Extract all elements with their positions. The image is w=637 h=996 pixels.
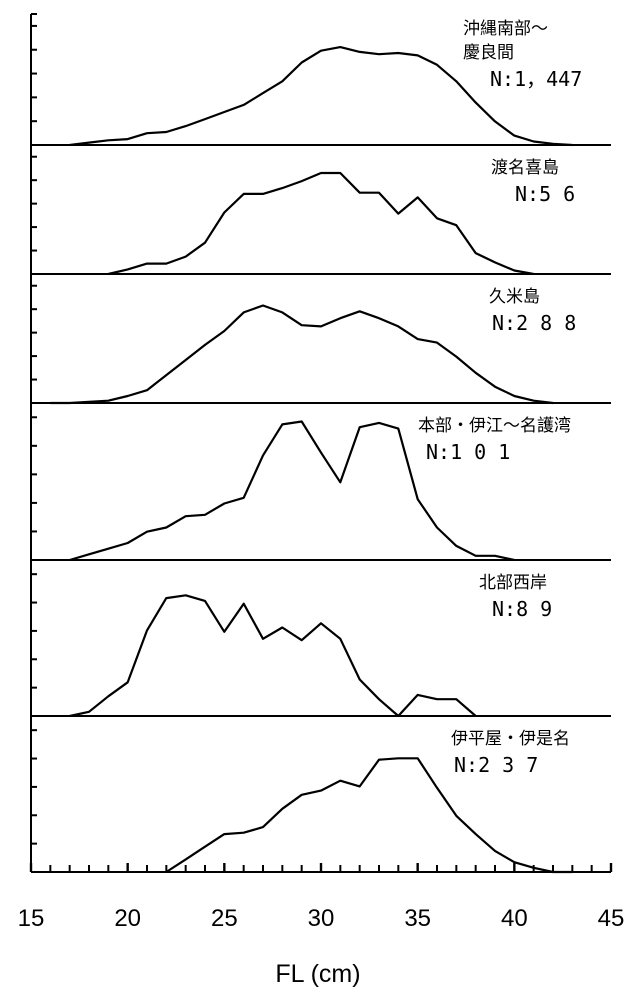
panel-label-3: 久米島 [489,287,540,307]
x-tick-label-30: 30 [308,905,335,932]
series-line-5 [69,594,477,718]
series-line-1 [69,45,573,147]
x-tick-label-35: 35 [404,905,431,932]
panel-label-1-line-2: 慶良間 [463,43,514,63]
series-line-4 [69,420,515,562]
x-tick-label-40: 40 [501,905,528,932]
count-label-2: N:5 6 [515,182,575,206]
count-label-6: N:2 3 7 [454,753,538,777]
x-tick-label-15: 15 [18,905,45,932]
count-label-4: N:1 0 1 [426,440,510,464]
x-tick-label-25: 25 [211,905,238,932]
count-label-5: N:8 9 [492,597,552,621]
panel-label-1-line-1: 沖縄南部～ [463,19,548,39]
panel-label-5: 北部西岸 [479,573,547,593]
x-tick-label-45: 45 [598,905,625,932]
count-label-3: N:2 8 8 [492,311,576,335]
panel-label-6: 伊平屋・伊是名 [451,729,570,749]
x-axis-title: FL (cm) [275,960,360,988]
panel-label-4: 本部・伊江～名護湾 [418,416,571,436]
series-line-3 [50,304,554,405]
panel-label-2: 渡名喜島 [491,158,559,178]
series-line-2 [108,171,534,276]
x-tick-label-20: 20 [114,905,141,932]
series-line-6 [165,757,573,874]
count-label-1: N:1，447 [490,67,582,91]
